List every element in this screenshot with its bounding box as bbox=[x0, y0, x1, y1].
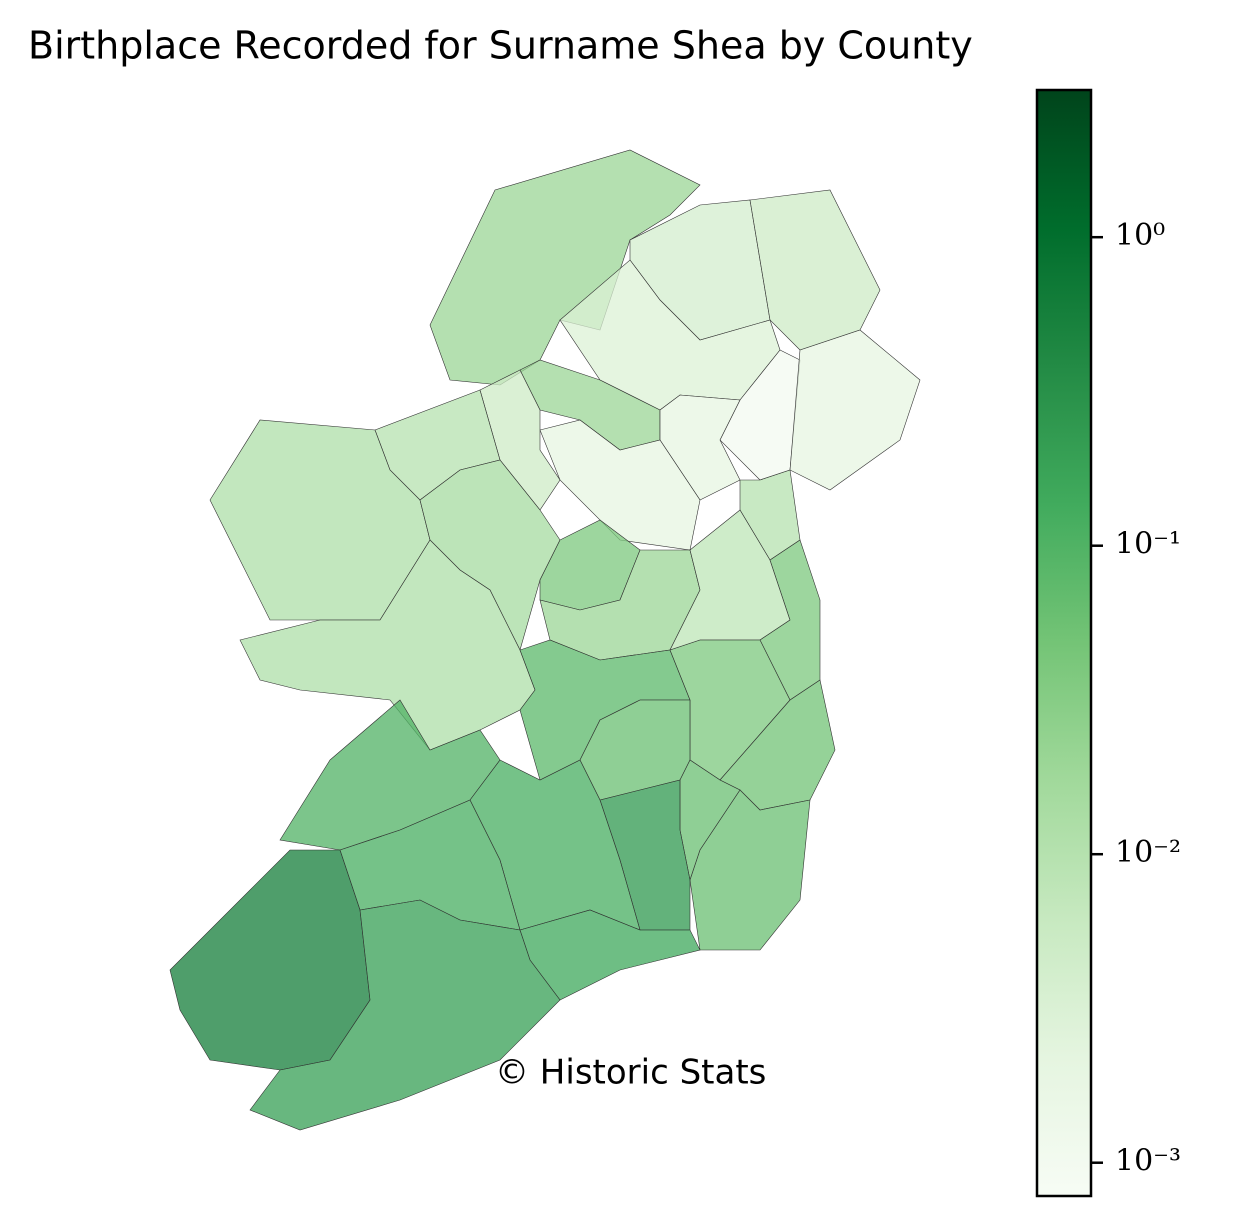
y-tick-label: 10⁻³ bbox=[1115, 1144, 1181, 1179]
county bbox=[539, 419, 701, 551]
y-tick-label: 10⁻¹ bbox=[1115, 527, 1181, 562]
y-tick-label: 10⁰ bbox=[1115, 218, 1165, 253]
county bbox=[689, 789, 811, 951]
county bbox=[169, 849, 371, 1071]
y-tick-label: 10⁻² bbox=[1115, 835, 1181, 870]
county bbox=[249, 899, 561, 1131]
colorbar bbox=[1035, 88, 1093, 1198]
credit: © Historic Stats bbox=[495, 1053, 766, 1093]
map bbox=[169, 149, 921, 1131]
county bbox=[789, 329, 921, 491]
chart-title: Birthplace Recorded for Surname Shea by … bbox=[28, 24, 973, 68]
